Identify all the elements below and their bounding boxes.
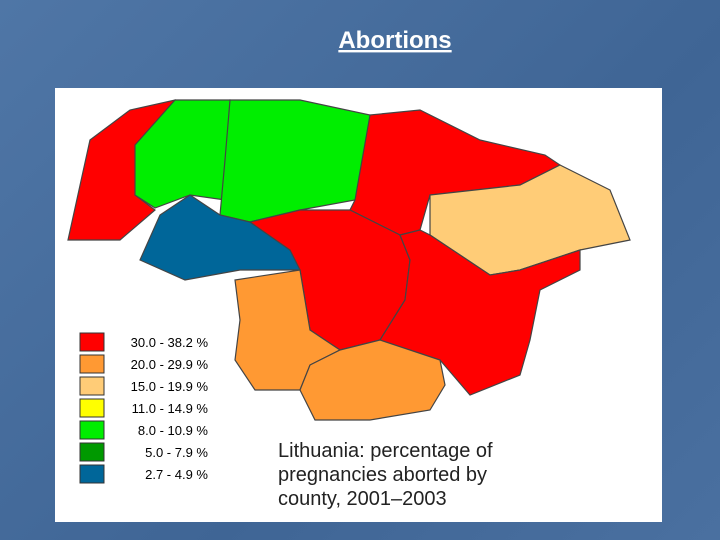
legend-label: 20.0 - 29.9 % — [131, 357, 209, 372]
caption-line: pregnancies aborted by — [278, 464, 487, 486]
legend-swatch — [79, 354, 105, 374]
slide-title: Abortions — [338, 27, 451, 54]
caption-line: county, 2001–2003 — [278, 488, 447, 510]
legend-label: 11.0 - 14.9 % — [132, 401, 209, 416]
legend: 30.0 - 38.2 % 20.0 - 29.9 % 15.0 - 19.9 % 1… — [79, 332, 209, 484]
legend-label: 30.0 - 38.2 % — [131, 335, 209, 350]
legend-label: 15.0 - 19.9 % — [131, 379, 209, 394]
legend-swatch — [79, 464, 105, 484]
legend-swatch — [79, 442, 105, 462]
region — [379, 229, 581, 396]
legend-label: 2.7 - 4.9 % — [145, 467, 208, 482]
caption-line: Lithuania: percentage of — [278, 440, 493, 462]
region — [219, 99, 381, 223]
legend-swatch — [79, 376, 105, 396]
legend-label: 8.0 - 10.9 % — [138, 423, 209, 438]
legend-swatch — [79, 420, 105, 440]
legend-swatch — [79, 398, 105, 418]
region — [299, 339, 446, 421]
map — [67, 99, 631, 421]
legend-swatch — [79, 332, 105, 352]
legend-label: 5.0 - 7.9 % — [145, 445, 208, 460]
